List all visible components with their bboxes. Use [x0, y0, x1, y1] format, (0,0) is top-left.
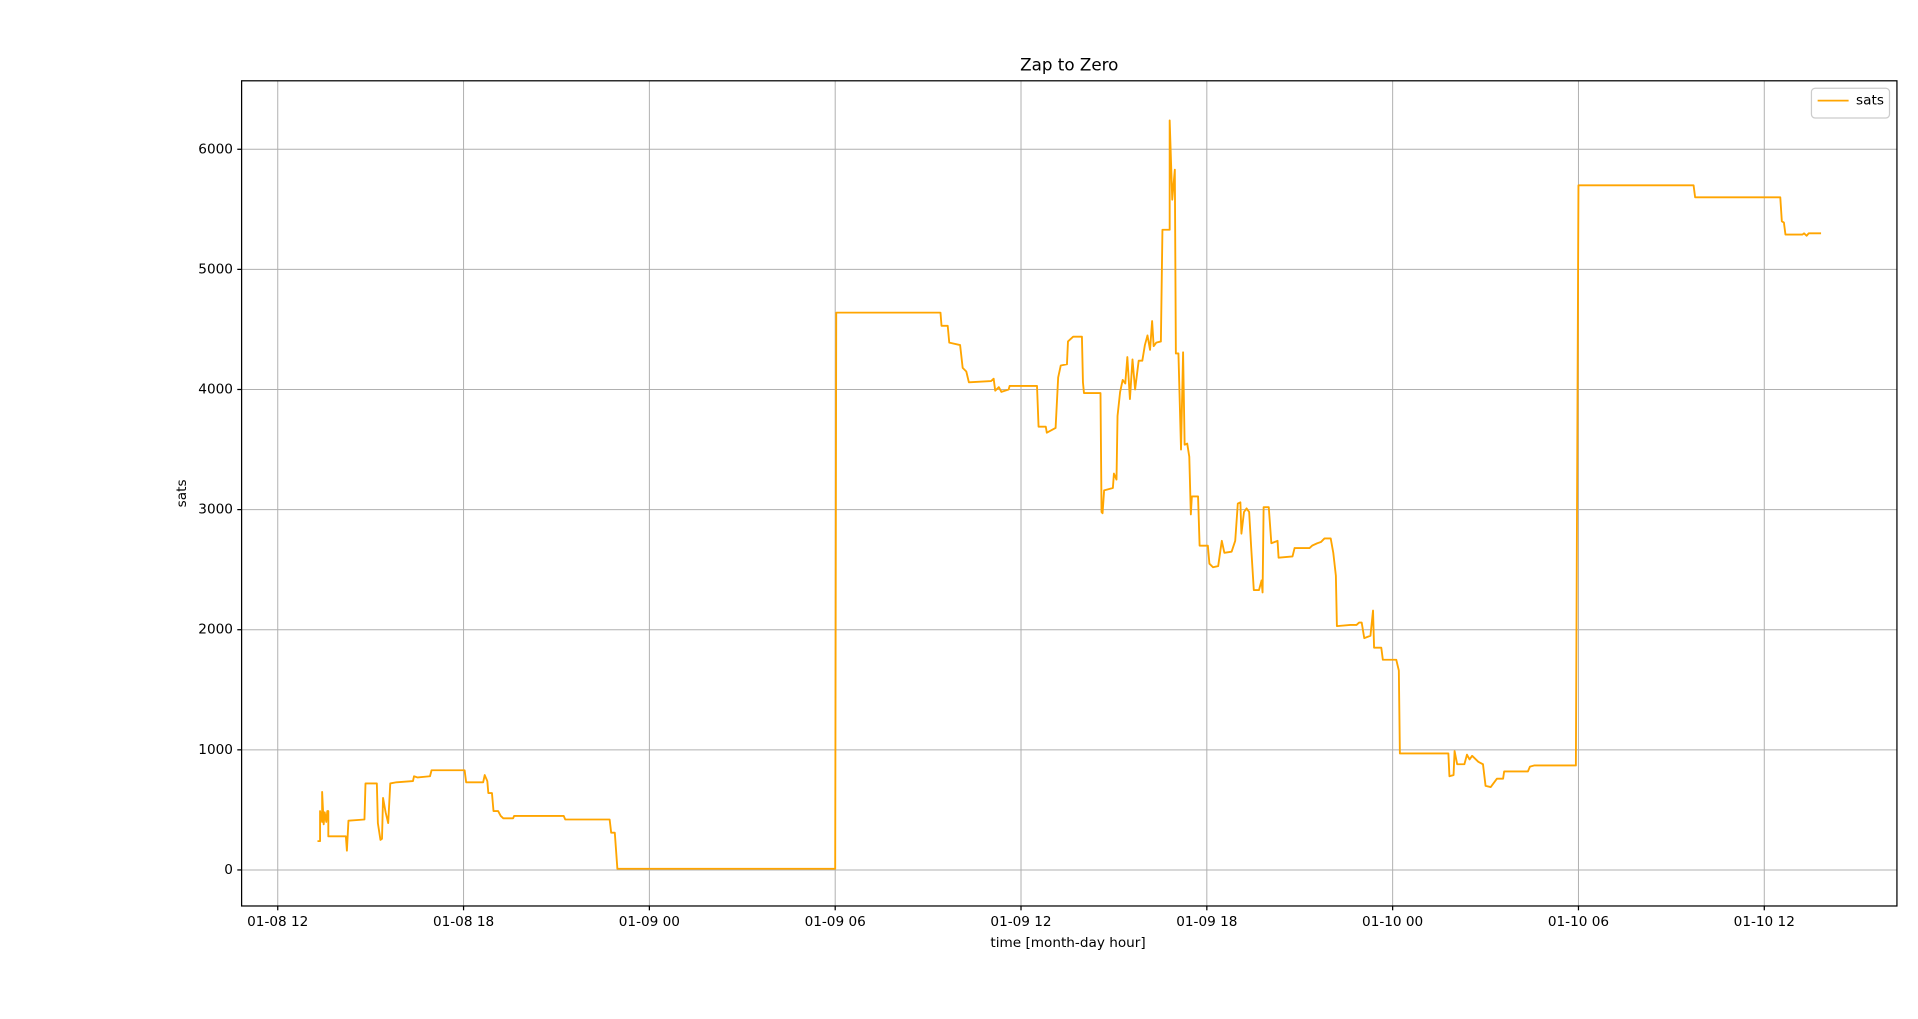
x-axis-label: time [month-day hour]	[990, 935, 1145, 951]
x-tick-label: 01-08 18	[433, 914, 494, 930]
axes-frame	[240, 80, 1898, 907]
plot-area	[317, 119, 1822, 870]
chart-title: Zap to Zero	[1020, 54, 1118, 74]
line-series	[317, 119, 1822, 870]
legend: sats	[1810, 87, 1891, 119]
y-tick-label: 1000	[198, 742, 233, 758]
x-tick-label: 01-08 12	[247, 914, 308, 930]
y-axis-label: sats	[174, 479, 190, 507]
x-tick-label: 01-10 00	[1362, 914, 1423, 930]
y-tick-label: 0	[224, 862, 233, 878]
y-tick-label: 5000	[198, 261, 233, 277]
x-tick-label: 01-09 18	[1176, 914, 1237, 930]
y-tick-label: 6000	[198, 141, 233, 157]
y-tick-label: 4000	[198, 381, 233, 397]
x-tick-label: 01-09 12	[990, 914, 1051, 930]
x-tick-label: 01-09 06	[805, 914, 866, 930]
x-tick-label: 01-10 12	[1734, 914, 1795, 930]
legend-frame	[1810, 87, 1891, 119]
x-tick-label: 01-09 00	[619, 914, 680, 930]
legend-label: sats	[1856, 93, 1884, 109]
x-tick-label: 01-10 06	[1548, 914, 1609, 930]
y-tick-label: 3000	[198, 502, 233, 518]
y-tick-label: 2000	[198, 622, 233, 638]
